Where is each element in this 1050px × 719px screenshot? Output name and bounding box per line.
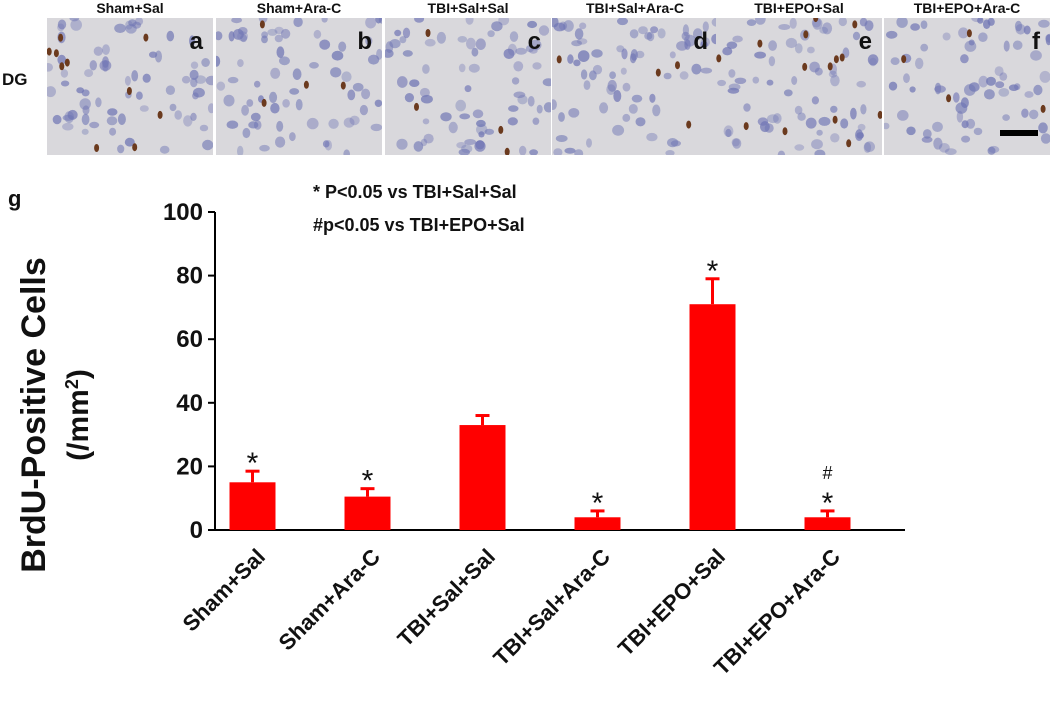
y-axis-label: BrdU-Positive Cells xyxy=(15,257,53,573)
bar xyxy=(689,304,736,530)
panel-letter-f: f xyxy=(1032,28,1040,55)
micrograph-panel-f: f xyxy=(884,18,1050,155)
panel-letter-c: c xyxy=(527,28,541,55)
significance-star: * xyxy=(707,255,719,288)
panel-title-b: Sham+Ara-C xyxy=(256,0,342,16)
panel-title-d: TBI+Sal+Ara-C xyxy=(585,0,685,16)
legend-line-2: #p<0.05 vs TBI+EPO+Sal xyxy=(313,215,525,235)
y-tick-label: 20 xyxy=(176,453,203,480)
bar xyxy=(804,517,851,530)
micrograph-image xyxy=(216,18,382,155)
bar xyxy=(229,482,276,530)
x-tick-label: TBI+Sal+Ara-C xyxy=(488,544,615,671)
micrograph-image xyxy=(552,18,718,155)
micrograph-panel-a: a xyxy=(47,18,213,155)
row-label-dg: DG xyxy=(2,70,28,89)
significance-hash: # xyxy=(822,463,832,483)
bar-chart: 0 20 40 60 80 100 BrdU-Positive Cells (/mm2) * Sh… xyxy=(15,199,905,680)
y-tick-label: 60 xyxy=(176,326,203,353)
significance-star: * xyxy=(362,465,374,498)
y-axis-label-units: (/mm2) xyxy=(62,369,95,461)
bar xyxy=(574,517,621,530)
micrograph-panel-d: d xyxy=(552,18,718,155)
y-tick-label: 0 xyxy=(190,517,203,544)
x-tick-label: TBI+EPO+Ara-C xyxy=(709,544,845,680)
bar xyxy=(459,425,506,530)
significance-star: * xyxy=(822,487,834,520)
panel-letter-a: a xyxy=(189,28,203,55)
micrograph-image xyxy=(47,18,213,155)
panel-letter-d: d xyxy=(693,28,708,55)
panel-letter-b: b xyxy=(357,28,372,55)
micrograph-panel-e: e xyxy=(716,18,882,155)
x-tick-label: Sham+Sal xyxy=(178,544,270,636)
significance-star: * xyxy=(247,447,259,480)
x-tick-label: TBI+Sal+Sal xyxy=(392,544,500,652)
panel-title-f: TBI+EPO+Ara-C xyxy=(913,0,1021,16)
x-tick-label: TBI+EPO+Sal xyxy=(613,544,730,661)
micrograph-panel-c: c xyxy=(385,18,551,155)
x-tick-label: Sham+Ara-C xyxy=(274,544,386,656)
y-tick-label: 80 xyxy=(176,263,203,290)
y-tick-label: 40 xyxy=(176,390,203,417)
bar xyxy=(344,496,391,530)
panel-letter-e: e xyxy=(858,28,872,55)
panel-title-c: TBI+Sal+Sal xyxy=(427,0,509,16)
panel-title-e: TBI+EPO+Sal xyxy=(754,0,844,16)
chart-panel-label: g xyxy=(8,186,22,211)
significance-star: * xyxy=(592,487,604,520)
legend-line-1: * P<0.05 vs TBI+Sal+Sal xyxy=(313,182,517,202)
scale-bar xyxy=(1000,130,1038,136)
micrograph-panel-b: b xyxy=(216,18,382,155)
micrograph-image xyxy=(385,18,551,155)
panel-title-a: Sham+Sal xyxy=(96,0,164,16)
y-tick-label: 100 xyxy=(163,199,203,226)
micrograph-image xyxy=(716,18,882,155)
